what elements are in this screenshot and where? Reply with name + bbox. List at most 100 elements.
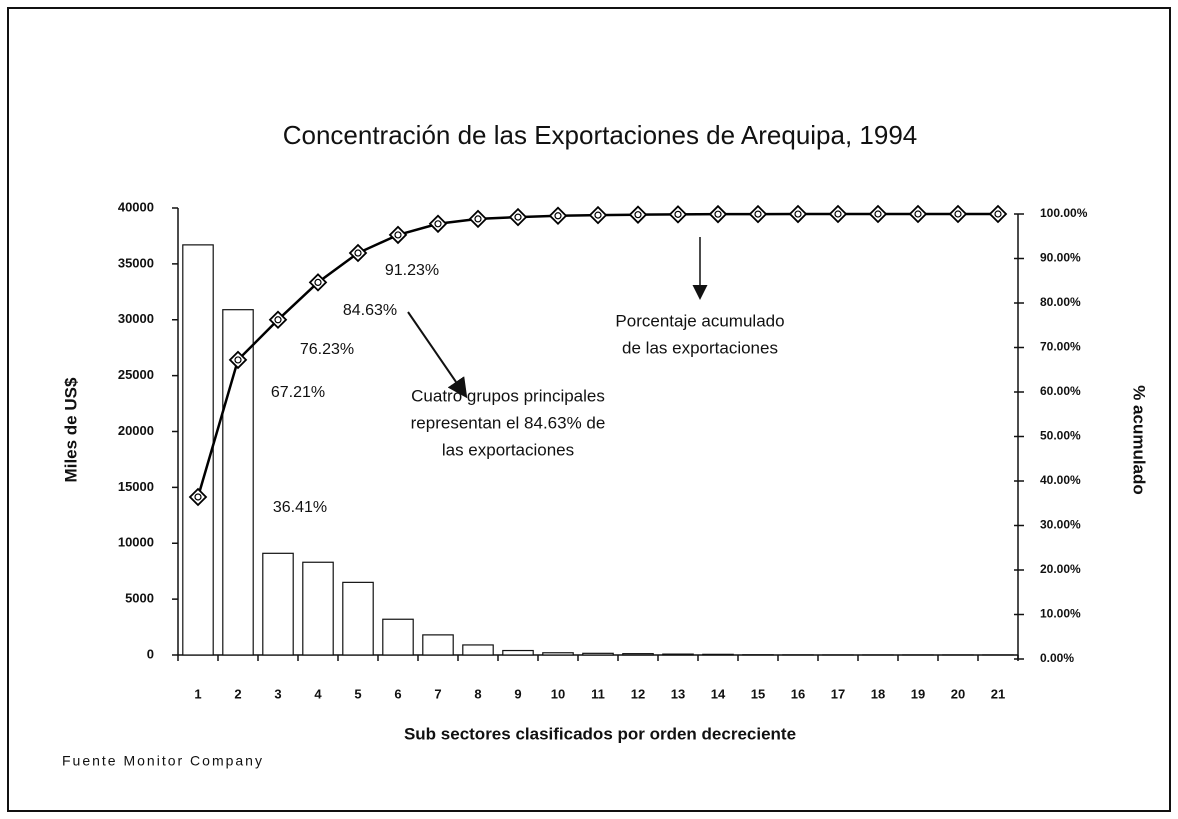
y-tick-label: 20000 [118,423,154,438]
x-tick-label: 20 [951,686,965,701]
x-tick-label: 19 [911,686,925,701]
marker-dot [994,210,1002,218]
chart-title: Concentración de las Exportaciones de Ar… [283,120,918,150]
bar [302,561,334,656]
marker-dot [754,210,762,218]
marker [668,205,688,224]
marker-dot [514,213,522,221]
data-label: 91.23% [385,262,439,279]
marker-dot [554,212,562,220]
data-label: 36.41% [273,499,327,516]
x-tick-label: 4 [314,686,322,701]
marker [508,207,528,227]
marker [228,350,248,370]
y-tick-label: 5000 [125,591,154,606]
marker [428,214,448,234]
x-tick-label: 13 [671,686,685,701]
marker-dot [914,210,922,218]
marker-dot [714,210,722,218]
x-tick-label: 16 [791,686,805,701]
annotation: Porcentaje acumulado [615,311,784,330]
marker-dot [594,211,602,219]
y-axis-label: Miles de US$ [61,377,80,482]
bar [262,552,294,656]
marker-dot [314,278,322,286]
x-tick-label: 5 [354,686,361,701]
marker [308,273,328,292]
y-tick-label: 10000 [118,535,154,550]
marker-dot [194,493,202,501]
y-tick-label: 0 [147,646,154,661]
bar [542,652,574,656]
marker [468,209,488,229]
marker [788,204,808,224]
x-tick-label: 2 [234,686,241,701]
bar [702,653,734,656]
y2-tick-label: 70.00% [1040,340,1081,354]
marker-dot [394,231,402,239]
data-label: 84.63% [343,302,397,319]
x-tick-label: 12 [631,686,645,701]
y2-tick-label: 90.00% [1040,251,1081,265]
data-label: 67.21% [271,384,325,401]
y-tick-label: 30000 [118,311,154,326]
x-tick-label: 21 [991,686,1005,701]
bar [662,653,694,656]
annotation: Cuatro grupos principales [411,386,605,405]
y2-tick-label: 50.00% [1040,429,1081,443]
y-tick-label: 40000 [118,199,154,214]
x-tick-label: 18 [871,686,885,701]
x-tick-label: 3 [274,686,281,701]
bar [622,653,654,656]
marker-dot [674,210,682,218]
marker [988,204,1008,224]
source: Fuente Monitor Company [62,753,264,769]
annotation: representan el 84.63% de [411,413,606,432]
marker-dot [794,210,802,218]
marker-dot [634,211,642,219]
marker [868,204,888,224]
arrow [407,311,468,399]
y2-tick-label: 80.00% [1040,295,1081,309]
marker-dot [834,210,842,218]
data-label: 76.23% [300,341,354,358]
y-tick-label: 25000 [118,367,154,382]
marker [628,205,648,224]
x-tick-label: 6 [394,686,401,701]
marker-dot [234,356,242,364]
y2-tick-label: 100.00% [1040,206,1088,220]
marker-dot [434,220,442,228]
y-tick-label: 35000 [118,255,154,270]
marker [348,243,368,263]
marker [188,487,208,507]
marker [948,204,968,224]
marker-dot [474,215,482,223]
y2-tick-label: 0.00% [1040,651,1074,665]
x-tick-label: 15 [751,686,765,701]
marker-dot [954,210,962,218]
x-tick-label: 9 [514,686,521,701]
bar [502,649,534,656]
marker [548,206,568,226]
x-tick-label: 1 [194,686,201,701]
marker [268,310,288,330]
bar [382,618,414,656]
marker [388,225,408,245]
y-tick-label: 15000 [118,479,154,494]
marker-dot [354,249,362,257]
marker-dot [874,210,882,218]
y2-tick-label: 10.00% [1040,607,1081,621]
x-tick-label: 17 [831,686,845,701]
x-axis-label: Sub sectores clasificados por orden decr… [404,724,796,743]
frame [7,7,1171,812]
bar [582,652,614,656]
x-tick-label: 14 [711,686,726,701]
bar [342,581,374,656]
y2-tick-label: 40.00% [1040,473,1081,487]
y2-axis-label: % acumulado [1130,385,1149,495]
x-tick-label: 7 [434,686,441,701]
annotation: las exportaciones [442,440,574,459]
x-tick-label: 11 [591,686,605,701]
marker [748,204,768,224]
